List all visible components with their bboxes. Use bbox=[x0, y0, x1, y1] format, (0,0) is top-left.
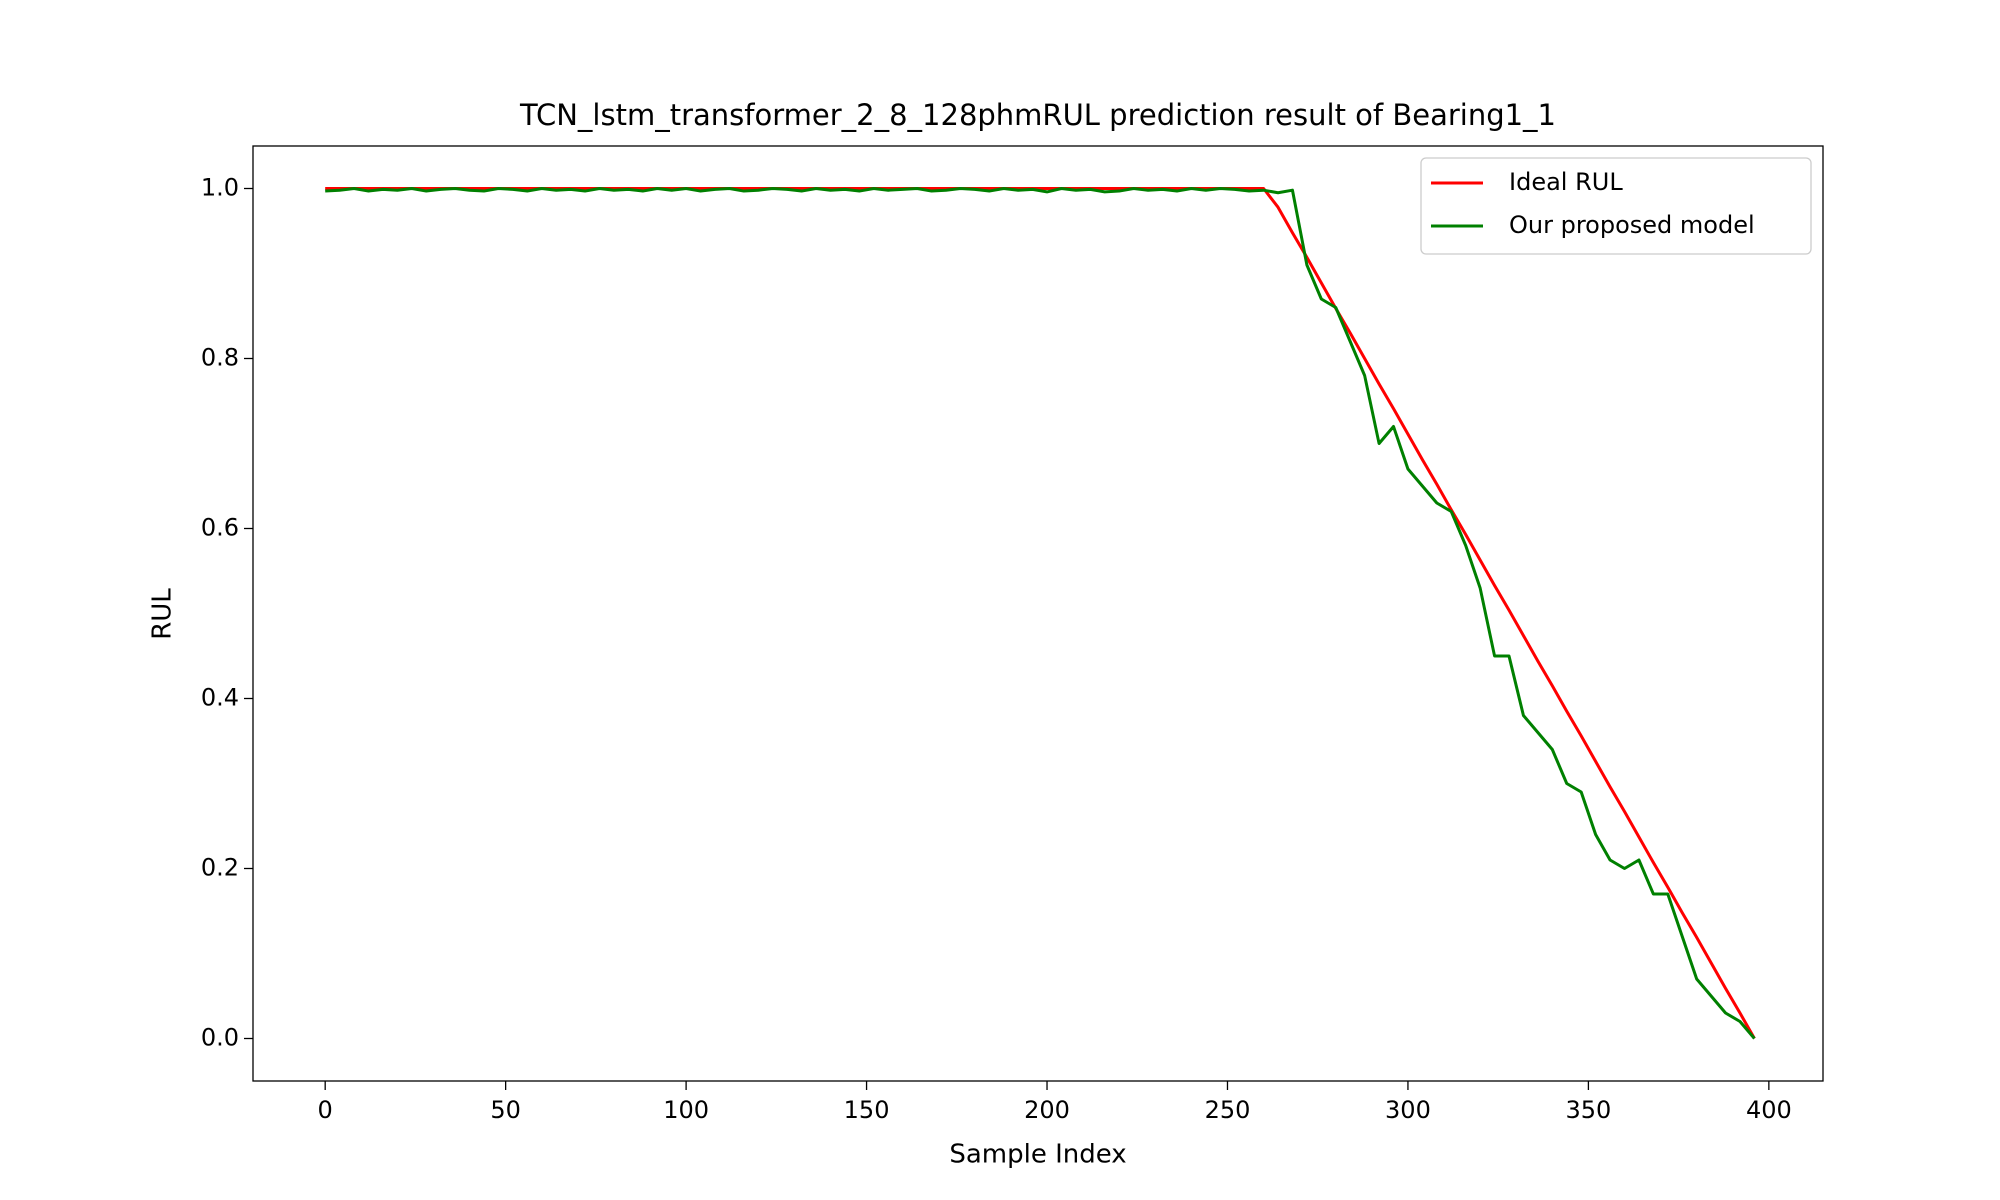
x-tick-label: 0 bbox=[318, 1096, 333, 1124]
x-tick-label: 150 bbox=[844, 1096, 890, 1124]
y-axis-label: RUL bbox=[148, 588, 178, 640]
chart-title: TCN_lstm_transformer_2_8_128phmRUL predi… bbox=[519, 98, 1556, 132]
y-tick-label: 0.4 bbox=[201, 684, 239, 712]
plot-frame bbox=[252, 145, 1824, 1082]
legend-label: Our proposed model bbox=[1509, 211, 1755, 239]
y-tick-label: 0.6 bbox=[201, 514, 239, 542]
x-tick-label: 100 bbox=[663, 1096, 709, 1124]
y-tick-label: 1.0 bbox=[201, 174, 239, 202]
y-tick-label: 0.2 bbox=[201, 854, 239, 882]
y-tick-label: 0.0 bbox=[201, 1024, 239, 1052]
x-tick-label: 50 bbox=[490, 1096, 521, 1124]
x-tick-label: 250 bbox=[1205, 1096, 1251, 1124]
x-tick-label: 200 bbox=[1024, 1096, 1070, 1124]
x-tick-label: 400 bbox=[1746, 1096, 1792, 1124]
line-series bbox=[325, 187, 1756, 1040]
x-axis-label: Sample Index bbox=[949, 1140, 1126, 1170]
x-tick-label: 350 bbox=[1565, 1096, 1611, 1124]
y-tick-label: 0.8 bbox=[201, 344, 239, 372]
legend-label: Ideal RUL bbox=[1509, 168, 1623, 196]
legend-box bbox=[1420, 157, 1812, 255]
x-tick-label: 300 bbox=[1385, 1096, 1431, 1124]
